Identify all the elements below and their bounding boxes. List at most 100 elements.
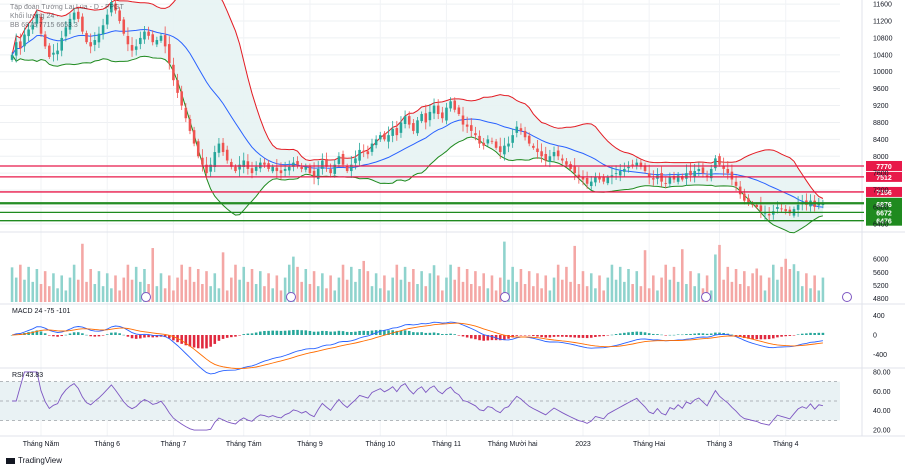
candle[interactable]: [639, 162, 643, 167]
candle[interactable]: [300, 166, 303, 169]
candle[interactable]: [350, 164, 353, 172]
candle[interactable]: [316, 168, 320, 179]
candle[interactable]: [134, 46, 138, 50]
candle[interactable]: [722, 166, 725, 169]
candle[interactable]: [221, 142, 225, 153]
rsi-pane[interactable]: [0, 371, 840, 431]
candle[interactable]: [287, 166, 291, 171]
candle[interactable]: [519, 128, 523, 131]
candle[interactable]: [527, 135, 531, 144]
candle[interactable]: [225, 149, 229, 161]
candle[interactable]: [689, 170, 692, 176]
candle[interactable]: [19, 41, 22, 49]
candle[interactable]: [548, 156, 552, 163]
volume-pane[interactable]: [10, 241, 852, 302]
candle[interactable]: [726, 168, 730, 174]
candle[interactable]: [412, 123, 415, 131]
candle[interactable]: [709, 168, 713, 179]
candle[interactable]: [668, 177, 672, 184]
candle[interactable]: [242, 160, 246, 167]
candle[interactable]: [27, 29, 30, 37]
candle[interactable]: [81, 16, 84, 32]
candle[interactable]: [449, 101, 452, 109]
candle[interactable]: [188, 118, 192, 131]
candle[interactable]: [697, 168, 701, 172]
candle[interactable]: [292, 162, 295, 167]
candle[interactable]: [60, 37, 63, 51]
candle[interactable]: [627, 166, 630, 169]
candle[interactable]: [581, 177, 585, 180]
candle[interactable]: [52, 52, 55, 55]
candle[interactable]: [362, 150, 366, 153]
candle[interactable]: [93, 40, 97, 45]
candle[interactable]: [478, 135, 481, 144]
candle[interactable]: [445, 107, 448, 121]
candle[interactable]: [788, 209, 792, 214]
candle[interactable]: [279, 170, 283, 174]
candle[interactable]: [565, 161, 568, 165]
candle[interactable]: [540, 151, 543, 157]
price-pane[interactable]: [10, 0, 825, 234]
candle[interactable]: [358, 149, 361, 161]
candle[interactable]: [796, 204, 800, 210]
candle[interactable]: [494, 141, 498, 148]
candle[interactable]: [751, 204, 754, 206]
candle[interactable]: [441, 112, 444, 119]
candle[interactable]: [556, 150, 560, 157]
candle[interactable]: [275, 167, 279, 172]
candle[interactable]: [354, 158, 357, 164]
candle[interactable]: [283, 168, 287, 171]
candle[interactable]: [337, 156, 341, 164]
candle[interactable]: [469, 125, 473, 131]
candle[interactable]: [631, 164, 634, 166]
candle[interactable]: [48, 45, 51, 57]
candle[interactable]: [263, 162, 266, 165]
candle[interactable]: [105, 14, 109, 25]
candle[interactable]: [234, 166, 237, 172]
candle[interactable]: [652, 178, 655, 180]
candle[interactable]: [536, 148, 539, 153]
candle[interactable]: [676, 175, 680, 182]
candle[interactable]: [503, 145, 506, 155]
candle[interactable]: [387, 135, 390, 142]
candle[interactable]: [192, 130, 196, 144]
candle[interactable]: [498, 146, 502, 153]
candle[interactable]: [544, 153, 548, 161]
candle[interactable]: [333, 164, 337, 174]
candle[interactable]: [420, 114, 423, 122]
candle[interactable]: [767, 214, 771, 216]
candle[interactable]: [201, 157, 204, 165]
candle[interactable]: [126, 35, 130, 45]
candle[interactable]: [507, 143, 510, 147]
candle[interactable]: [598, 176, 601, 180]
candle[interactable]: [407, 116, 411, 125]
candle[interactable]: [614, 173, 618, 174]
candle[interactable]: [453, 100, 457, 110]
candle[interactable]: [755, 204, 759, 207]
candle[interactable]: [577, 174, 581, 178]
candle[interactable]: [345, 166, 349, 172]
candle[interactable]: [184, 107, 188, 119]
candle[interactable]: [296, 161, 299, 165]
candle[interactable]: [325, 158, 328, 167]
candle[interactable]: [515, 126, 519, 133]
candle[interactable]: [573, 166, 576, 174]
candle[interactable]: [151, 34, 155, 43]
candle[interactable]: [246, 161, 250, 169]
candle[interactable]: [465, 124, 469, 127]
candle[interactable]: [552, 152, 556, 157]
candle[interactable]: [701, 167, 705, 174]
candle[interactable]: [623, 168, 626, 172]
candle[interactable]: [743, 193, 746, 201]
candle[interactable]: [734, 181, 738, 186]
candle[interactable]: [209, 164, 212, 172]
candle[interactable]: [163, 35, 167, 47]
candle[interactable]: [308, 166, 312, 174]
candle[interactable]: [672, 175, 676, 180]
candle[interactable]: [43, 34, 47, 47]
candle[interactable]: [738, 186, 742, 195]
candle[interactable]: [56, 50, 59, 55]
candle[interactable]: [329, 169, 332, 174]
candle[interactable]: [254, 166, 258, 171]
candle[interactable]: [97, 33, 101, 43]
